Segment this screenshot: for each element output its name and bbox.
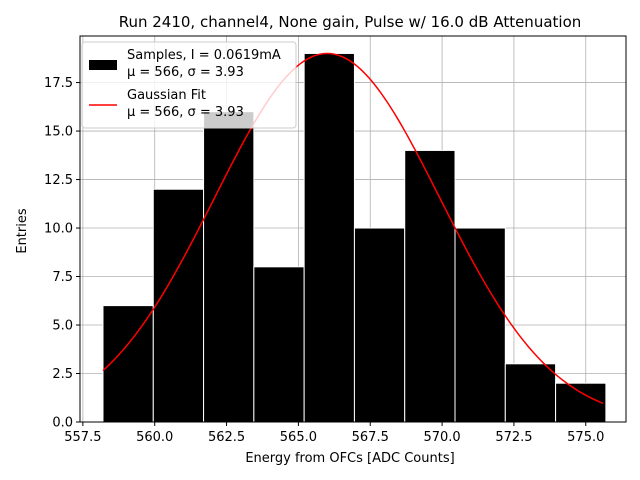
histogram-bar	[253, 266, 305, 423]
x-tick-label: 557.5	[64, 430, 101, 445]
x-tick-label: 562.5	[208, 430, 245, 445]
x-tick-label: 567.5	[352, 430, 389, 445]
y-axis-title: Entries	[15, 208, 30, 254]
ticks-layer: 557.5 560.0 562.5 565.0 567.5 570.0 572.5 575.0…	[44, 76, 604, 445]
legend-fit-stats: μ = 566, σ = 3.93	[127, 105, 244, 120]
histogram-bar	[102, 305, 154, 423]
x-tick-label: 570.0	[423, 430, 460, 445]
axes-layer	[79, 35, 627, 423]
gaussian-fit-curve	[102, 52, 604, 405]
y-tick-label: 0.0	[52, 416, 73, 431]
legend-samples-swatch	[89, 60, 117, 70]
histogram-bar	[303, 52, 355, 423]
x-axis-title: Energy from OFCs [ADC Counts]	[245, 451, 454, 466]
y-tick-label: 17.5	[44, 76, 73, 91]
x-tick-label: 572.5	[495, 430, 532, 445]
histogram-bar	[404, 149, 456, 423]
y-tick-label: 2.5	[52, 367, 73, 382]
x-tick-label: 575.0	[567, 430, 604, 445]
y-tick-label: 7.5	[52, 270, 73, 285]
x-tick-label: 560.0	[136, 430, 173, 445]
bars-layer	[102, 52, 607, 423]
chart-title: Run 2410, channel4, None gain, Pulse w/ …	[119, 13, 582, 31]
legend: Samples, I = 0.0619mA μ = 566, σ = 3.93 …	[81, 41, 297, 129]
y-tick-label: 15.0	[44, 125, 73, 140]
histogram-bar	[203, 111, 255, 423]
histogram-bar	[555, 382, 607, 423]
y-tick-label: 12.5	[44, 173, 73, 188]
y-tick-label: 5.0	[52, 319, 73, 334]
x-tick-label: 565.0	[280, 430, 317, 445]
histogram-bar	[504, 363, 557, 423]
legend-fit-label: Gaussian Fit	[127, 88, 206, 103]
y-tick-label: 10.0	[44, 222, 73, 237]
histogram-bar	[353, 227, 406, 423]
legend-frame	[81, 41, 297, 129]
histogram-bar	[454, 227, 506, 423]
plot-frame	[79, 35, 627, 423]
legend-samples-label: Samples, I = 0.0619mA	[127, 48, 281, 63]
legend-samples-stats: μ = 566, σ = 3.93	[127, 65, 244, 80]
histogram-bar	[152, 188, 205, 423]
fit-layer	[102, 52, 604, 405]
